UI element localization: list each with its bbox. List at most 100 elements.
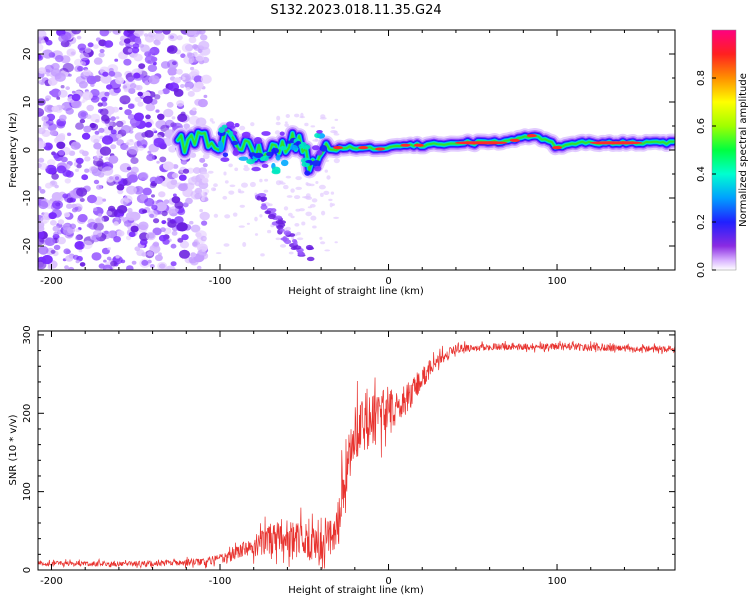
noise-blob xyxy=(104,91,110,97)
noise-blob xyxy=(195,117,207,127)
noise-blob xyxy=(66,203,73,209)
noise-blob xyxy=(199,157,206,163)
noise-blob xyxy=(63,212,71,218)
noise-blob xyxy=(168,210,173,214)
snr-y-tick-label: 100 xyxy=(22,482,33,501)
noise-blob xyxy=(106,84,113,90)
ridge-blob xyxy=(272,166,281,174)
noise-blob xyxy=(129,83,137,89)
noise-blob xyxy=(162,161,174,171)
noise-blob xyxy=(151,194,155,198)
noise-blob xyxy=(213,213,219,218)
noise-blob xyxy=(65,170,74,178)
noise-blob xyxy=(116,230,125,237)
noise-blob xyxy=(157,90,164,95)
colorbar-tick-label: 0.6 xyxy=(696,118,707,134)
noise-blob xyxy=(93,155,100,161)
noise-blob xyxy=(202,172,208,175)
noise-blob xyxy=(318,184,326,190)
noise-blob xyxy=(93,207,98,212)
noise-blob xyxy=(93,142,102,150)
noise-blob xyxy=(275,237,281,241)
noise-blob xyxy=(190,69,200,77)
noise-blob xyxy=(110,260,118,267)
noise-blob xyxy=(64,265,69,270)
branch-blob xyxy=(279,228,285,232)
noise-blob xyxy=(193,75,203,83)
ridge-blob xyxy=(316,130,323,134)
noise-blob xyxy=(107,247,111,251)
noise-blob xyxy=(180,53,186,58)
noise-blob xyxy=(153,137,165,148)
noise-blob xyxy=(108,125,114,131)
ridge-core xyxy=(375,147,386,151)
noise-blob xyxy=(76,163,82,169)
noise-blob xyxy=(109,176,114,180)
snr-x-tick-label: 0 xyxy=(385,576,391,587)
noise-blob xyxy=(177,113,188,123)
colorbar-tick-label: 0.4 xyxy=(696,166,707,182)
dispersed-branch xyxy=(254,193,315,262)
noise-blob xyxy=(190,224,201,233)
noise-blob xyxy=(186,30,198,36)
noise-blob xyxy=(294,113,300,118)
ridge-blob xyxy=(261,163,269,168)
branch-blob xyxy=(297,252,305,256)
branch-blob xyxy=(292,239,297,243)
noise-blob xyxy=(57,236,66,245)
noise-blob xyxy=(127,87,136,94)
noise-blob xyxy=(243,166,250,172)
noise-blob xyxy=(87,194,97,204)
noise-blob xyxy=(190,252,197,258)
ridge-blob xyxy=(271,147,279,154)
noise-blob xyxy=(223,171,227,176)
noise-blob xyxy=(132,43,140,49)
noise-blob xyxy=(81,174,89,181)
ridge-blob xyxy=(253,152,264,158)
noise-blob xyxy=(42,49,54,59)
colorbar xyxy=(712,30,736,270)
noise-blob xyxy=(70,141,81,150)
noise-blob xyxy=(192,44,199,50)
noise-blob xyxy=(72,254,79,260)
noise-blob xyxy=(211,121,216,124)
noise-blob xyxy=(157,211,162,215)
noise-blob xyxy=(163,108,174,118)
noise-blob xyxy=(136,85,143,91)
noise-blob xyxy=(104,230,109,235)
noise-blob xyxy=(102,264,113,270)
noise-blob xyxy=(146,153,155,162)
noise-blob xyxy=(49,129,58,136)
noise-blob xyxy=(38,67,46,74)
noise-blob xyxy=(50,220,57,226)
ridge-blob xyxy=(314,133,321,138)
noise-blob xyxy=(133,72,141,79)
snr-x-label: Height of straight line (km) xyxy=(288,585,424,596)
heatmap-y-label: Frequency (Hz) xyxy=(8,112,19,188)
noise-blob xyxy=(243,165,249,168)
noise-blob xyxy=(140,44,150,53)
noise-blob xyxy=(181,76,186,81)
noise-blob xyxy=(86,223,93,228)
noise-blob xyxy=(158,191,166,198)
noise-blob xyxy=(128,126,134,131)
noise-blob xyxy=(38,43,44,52)
noise-blob xyxy=(126,265,134,270)
noise-blob xyxy=(154,176,164,184)
noise-blob xyxy=(93,44,99,49)
noise-blob xyxy=(79,118,86,124)
noise-blob xyxy=(241,182,248,188)
noise-blob xyxy=(38,200,49,210)
noise-blob xyxy=(75,235,82,241)
noise-blob xyxy=(39,189,46,194)
noise-blob xyxy=(183,123,190,129)
noise-blob xyxy=(159,156,167,163)
noise-blob xyxy=(98,52,105,58)
noise-blob xyxy=(154,94,161,100)
noise-blob xyxy=(93,179,100,185)
noise-blob xyxy=(172,164,179,169)
noise-blob xyxy=(334,118,339,121)
noise-blob xyxy=(77,214,88,223)
